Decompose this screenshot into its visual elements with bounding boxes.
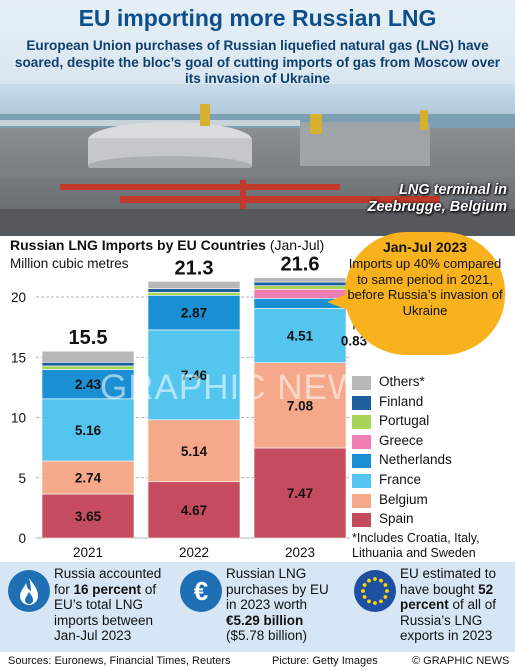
bar-segment-belgium-2023 bbox=[253, 362, 347, 449]
bar-segment-belgium-2021 bbox=[41, 460, 135, 495]
legend-label: Finland bbox=[379, 393, 424, 409]
bar-segment-portugal-2023 bbox=[253, 285, 347, 290]
footer-picture-credit: Picture: Getty Images bbox=[272, 655, 378, 667]
fact-russia-share: Russia accounted for 16 percent of EU’s … bbox=[0, 562, 172, 652]
fact-purchase-value-text: Russian LNG purchases by EU in 2023 wort… bbox=[226, 566, 329, 643]
x-tick-label: 2023 bbox=[285, 545, 315, 560]
legend-swatch bbox=[352, 415, 371, 430]
legend-item-portugal: Portugal bbox=[352, 413, 512, 431]
fact-export-share: EU estimated to have bought 52 percent o… bbox=[344, 562, 515, 652]
y-tick-label: 10 bbox=[11, 411, 26, 426]
legend-label: Greece bbox=[379, 432, 424, 448]
chart-title-main: Russian LNG Imports by EU Countries bbox=[10, 237, 266, 253]
legend-swatch bbox=[352, 434, 371, 449]
bar-total-label: 21.3 bbox=[175, 257, 214, 279]
bar-segment-portugal-2022 bbox=[147, 292, 241, 296]
bar-segment-finland-2021 bbox=[41, 362, 135, 367]
page-subtitle: European Union purchases of Russian liqu… bbox=[14, 38, 501, 86]
bar-segment-others-2022 bbox=[147, 281, 241, 289]
legend-label: Portugal bbox=[379, 413, 430, 429]
lng-terminal-illustration bbox=[0, 84, 515, 236]
photo-caption-line2: Zeebrugge, Belgium bbox=[367, 199, 507, 215]
data-label: 4.51 bbox=[287, 328, 314, 343]
bar-total-label: 15.5 bbox=[69, 327, 108, 349]
bar-segment-finland-2022 bbox=[147, 288, 241, 293]
legend-label: Netherlands bbox=[379, 452, 452, 468]
legend-label: Others* bbox=[379, 374, 425, 389]
page-title: EU importing more Russian LNG bbox=[78, 5, 437, 31]
data-label: 4.67 bbox=[181, 503, 207, 518]
fact-russia-share-text: Russia accounted for 16 percent of EU’s … bbox=[54, 566, 162, 643]
data-label: 7.46 bbox=[181, 368, 208, 383]
bar-segment-france-2023 bbox=[253, 308, 347, 363]
legend-label: Spain bbox=[379, 511, 414, 527]
y-tick-label: 5 bbox=[18, 471, 26, 486]
footer-sources: Sources: Euronews, Financial Times, Reut… bbox=[8, 655, 231, 667]
bar-segment-france-2021 bbox=[41, 398, 135, 462]
bar-segment-spain-2023 bbox=[253, 447, 347, 539]
chart-unit-label: Million cubic metres bbox=[10, 256, 129, 271]
legend-swatch bbox=[352, 395, 371, 410]
footer-copyright: © GRAPHIC NEWS bbox=[412, 655, 510, 667]
watermark: GRAPHIC NEWS bbox=[100, 368, 387, 407]
data-label: 2.74 bbox=[75, 471, 102, 486]
header: EU importing more Russian LNG European U… bbox=[0, 0, 515, 86]
euro-icon: € bbox=[180, 570, 222, 612]
chart-title: Russian LNG Imports by EU Countries (Jan… bbox=[10, 237, 324, 253]
legend-label: Belgium bbox=[379, 491, 428, 507]
y-tick-label: 20 bbox=[11, 290, 26, 305]
bar-segment-spain-2021 bbox=[41, 493, 135, 539]
data-label: 2.87 bbox=[181, 306, 207, 321]
bar-total-label: 21.6 bbox=[281, 254, 320, 276]
legend-item-belgium: Belgium bbox=[352, 492, 512, 510]
legend-item-spain: Spain bbox=[352, 511, 512, 529]
x-tick-label: 2021 bbox=[73, 545, 103, 560]
y-tick-label: 0 bbox=[18, 531, 26, 546]
callout-bubble bbox=[345, 232, 505, 355]
data-label-netherlands-2023: 0.83 bbox=[341, 333, 368, 348]
legend-note: *Includes Croatia, Italy, Lithuania and … bbox=[352, 531, 480, 560]
facts-band: Russia accounted for 16 percent of EU’s … bbox=[0, 562, 515, 652]
bar-segment-others-2023 bbox=[253, 277, 347, 283]
bar-segment-france-2022 bbox=[147, 329, 241, 421]
data-label: 2.43 bbox=[75, 377, 102, 392]
fact-purchase-value: € Russian LNG purchases by EU in 2023 wo… bbox=[172, 562, 344, 652]
y-tick-label: 15 bbox=[11, 350, 26, 365]
data-label: 5.16 bbox=[75, 423, 102, 438]
svg-text:€: € bbox=[194, 576, 208, 606]
photo-caption-line1: LNG terminal in bbox=[399, 182, 507, 198]
lng-terminal-photo bbox=[0, 84, 515, 236]
callout-body: Imports up 40% compared to same period i… bbox=[347, 256, 503, 318]
footer: Sources: Euronews, Financial Times, Reut… bbox=[0, 652, 515, 671]
legend-swatch bbox=[352, 454, 371, 469]
legend-swatch bbox=[352, 493, 371, 508]
data-label: 5.14 bbox=[181, 444, 208, 459]
bar-segment-belgium-2022 bbox=[147, 419, 241, 483]
legend-item-netherlands: Netherlands bbox=[352, 452, 512, 470]
bar-segment-finland-2023 bbox=[253, 281, 347, 286]
legend-label: France bbox=[379, 472, 422, 487]
callout-heading: Jan-Jul 2023 bbox=[382, 239, 468, 255]
bar-segment-others-2021 bbox=[41, 350, 135, 363]
legend-swatch bbox=[352, 513, 371, 528]
bar-segment-netherlands-2021 bbox=[41, 369, 135, 400]
legend-item-finland: Finland bbox=[352, 394, 512, 412]
x-tick-label: 2022 bbox=[179, 545, 209, 560]
data-label: 7.47 bbox=[287, 486, 313, 501]
data-label: 3.65 bbox=[75, 509, 102, 524]
legend-item-others: Others* bbox=[352, 374, 512, 392]
fact-export-share-text: EU estimated to have bought 52 percent o… bbox=[400, 566, 497, 643]
legend-item-greece: Greece bbox=[352, 433, 512, 451]
legend-swatch bbox=[352, 474, 371, 488]
chart-title-period: (Jan-Jul) bbox=[269, 237, 325, 253]
legend-item-france: France bbox=[352, 472, 512, 490]
legend-swatch bbox=[352, 376, 371, 390]
gas-flame-icon bbox=[8, 570, 50, 612]
eu-flag-icon bbox=[354, 570, 396, 612]
data-label: 7.08 bbox=[287, 398, 314, 413]
photo-caption: LNG terminal in Zeebrugge, Belgium bbox=[368, 182, 507, 216]
